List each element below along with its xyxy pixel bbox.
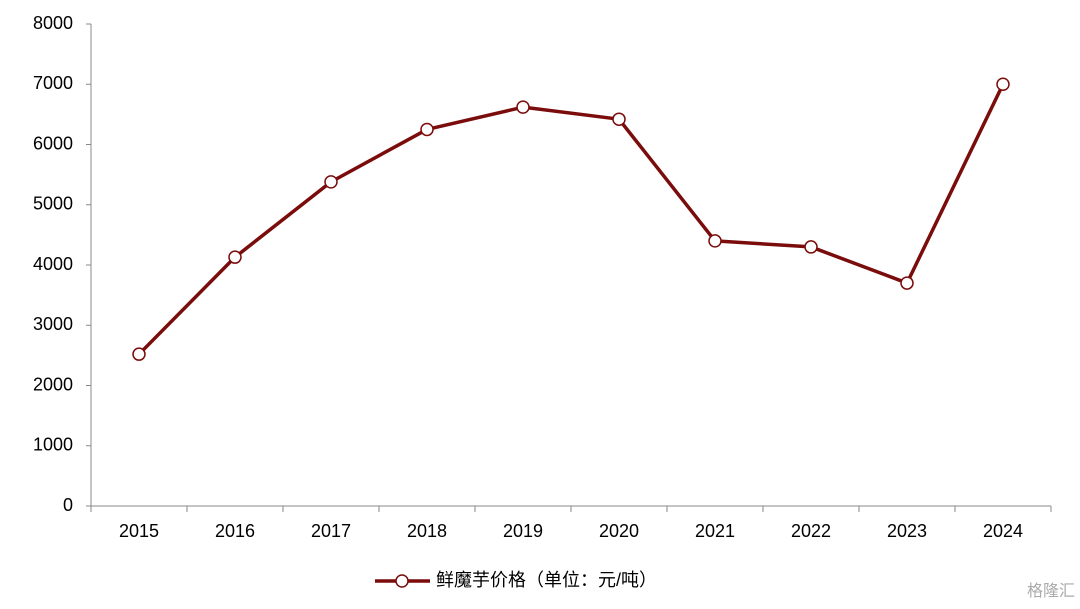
x-tick-label: 2015 (119, 521, 159, 541)
point-marker (516, 100, 530, 114)
y-tick-label: 3000 (33, 314, 73, 334)
y-tick-label: 0 (63, 495, 73, 515)
x-tick-label: 2017 (311, 521, 351, 541)
y-tick-label: 1000 (33, 435, 73, 455)
point-marker (420, 122, 434, 137)
point-marker (708, 234, 722, 248)
legend-marker (395, 574, 409, 588)
watermark: 格隆汇 (1027, 582, 1075, 600)
x-tick-label: 2018 (407, 521, 447, 541)
x-tick-label: 2016 (215, 521, 255, 541)
y-tick-label: 7000 (33, 73, 73, 93)
point-marker (804, 240, 818, 254)
legend-label: 鲜魔芋价格（单位：元/吨） (436, 570, 657, 590)
y-tick-label: 2000 (33, 374, 73, 394)
x-tick-label: 2024 (983, 521, 1023, 541)
point-marker (612, 112, 626, 126)
y-tick-label: 4000 (33, 254, 73, 274)
y-tick-label: 6000 (33, 133, 73, 153)
point-marker (228, 250, 242, 264)
point-marker (132, 347, 146, 361)
x-tick-label: 2021 (695, 521, 735, 541)
point-marker (900, 276, 914, 290)
y-tick-label: 8000 (33, 13, 73, 33)
point-marker (324, 175, 338, 189)
point-marker (996, 77, 1010, 91)
x-tick-label: 2019 (503, 521, 543, 541)
x-tick-label: 2020 (599, 521, 639, 541)
series-line (137, 83, 1005, 356)
y-tick-label: 5000 (33, 194, 73, 214)
x-tick-label: 2022 (791, 521, 831, 541)
x-tick-label: 2023 (887, 521, 927, 541)
